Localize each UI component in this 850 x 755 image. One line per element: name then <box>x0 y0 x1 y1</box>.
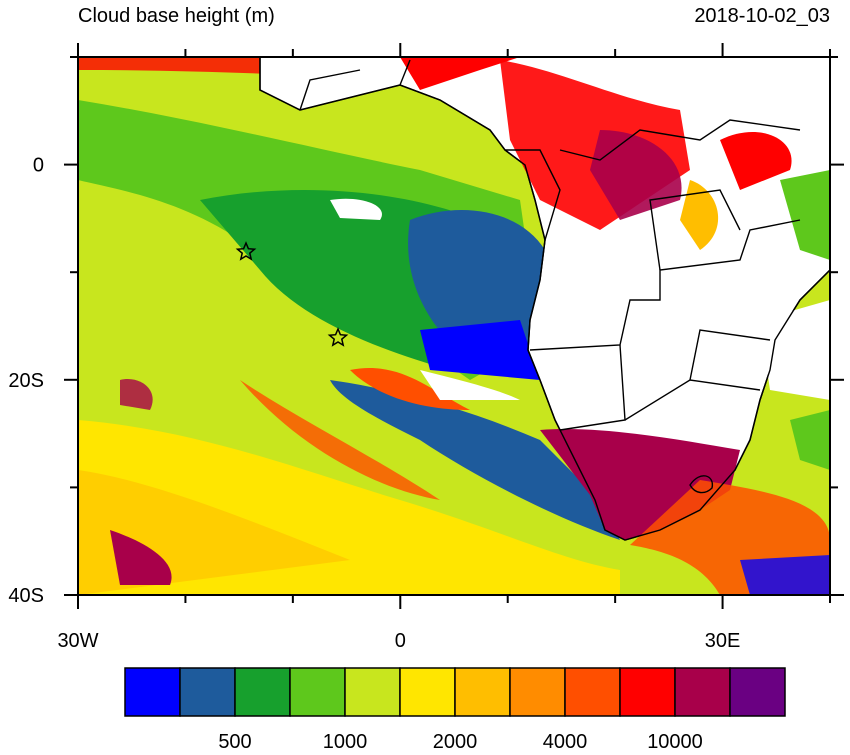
axis-ticks: 30W 0 30E 0 20S 40S <box>8 43 844 652</box>
y-tick-label: 40S <box>8 585 44 607</box>
colorbar-box <box>179 667 236 717</box>
colorbar-box <box>399 667 456 717</box>
colorbar-box <box>564 667 621 717</box>
y-tick-label: 0 <box>33 155 44 177</box>
colorbar-box <box>729 667 786 717</box>
colorbar-box <box>509 667 566 717</box>
x-tick-label: 30E <box>705 630 741 652</box>
colorbar-label: 500 <box>218 731 251 750</box>
plot-frame <box>77 56 831 596</box>
colorbar-label: 1000 <box>323 731 368 750</box>
colorbar-label: 10000 <box>647 731 703 750</box>
colorbar-box <box>619 667 676 717</box>
colorbar-label: 4000 <box>543 731 588 750</box>
y-tick-label: 20S <box>8 370 44 392</box>
x-tick-label: 0 <box>395 630 406 652</box>
colorbar-box <box>674 667 731 717</box>
colorbar: 500 1000 2000 4000 10000 <box>124 667 786 753</box>
colorbar-box <box>124 667 181 717</box>
colorbar-box <box>454 667 511 717</box>
x-tick-label: 30W <box>57 630 98 652</box>
colorbar-label: 2000 <box>433 731 478 750</box>
colorbar-box <box>234 667 291 717</box>
title: Cloud base height (m) <box>78 5 275 27</box>
map <box>78 57 830 595</box>
colorbar-box <box>289 667 346 717</box>
timestamp: 2018-10-02_03 <box>694 5 830 27</box>
colorbar-box <box>344 667 401 717</box>
